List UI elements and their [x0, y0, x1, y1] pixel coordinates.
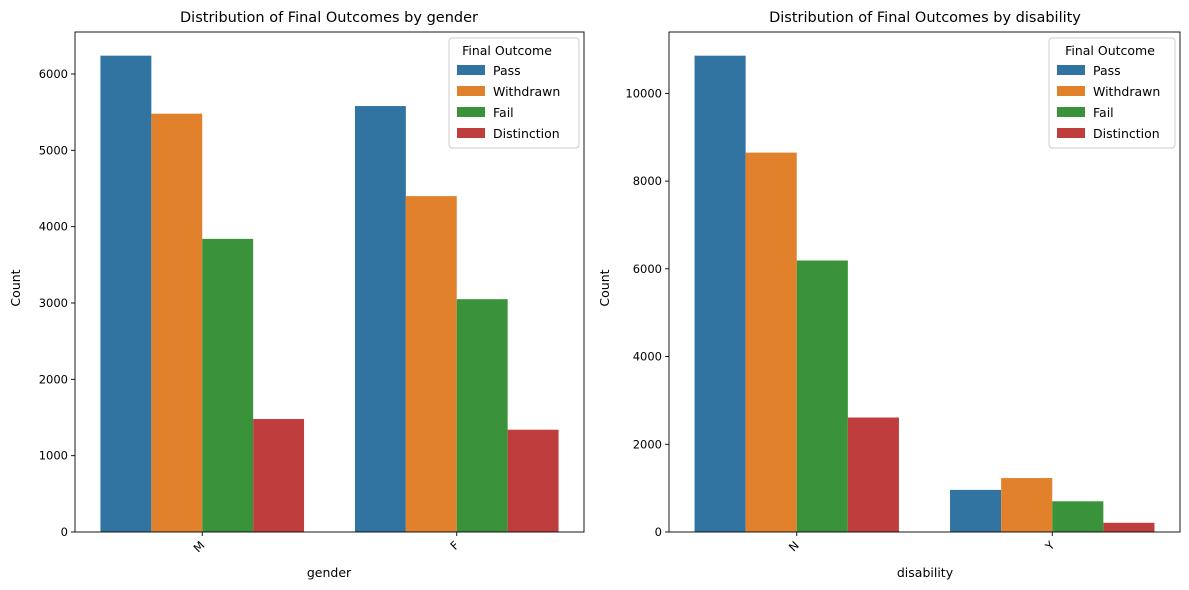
- bar-pass-y: [950, 489, 1002, 532]
- bar-pass-m: [100, 55, 152, 532]
- chart-disability: Distribution of Final Outcomes by disabi…: [597, 10, 1181, 580]
- bar-distinction-f: [507, 429, 559, 532]
- x-axis-label: disability: [897, 565, 954, 580]
- bar-withdrawn-m: [151, 113, 203, 533]
- legend-swatch-pass: [1057, 65, 1085, 75]
- bar-withdrawn-y: [1001, 478, 1053, 532]
- y-axis-label: Count: [597, 269, 612, 306]
- bar-pass-n: [694, 55, 746, 533]
- y-tick-label: 4000: [39, 220, 68, 234]
- plot-frame: [668, 31, 1181, 533]
- legend-swatch-distinction: [457, 128, 485, 138]
- bar-fail-y: [1052, 501, 1104, 532]
- legend-label-pass: Pass: [1093, 63, 1121, 78]
- bar-withdrawn-f: [405, 196, 457, 532]
- bar-distinction-m: [253, 419, 305, 532]
- y-tick-label: 1000: [39, 449, 68, 463]
- y-tick-label: 4000: [633, 350, 662, 364]
- y-tick-label: 0: [61, 525, 68, 539]
- legend-swatch-withdrawn: [1057, 86, 1085, 96]
- chart-title: Distribution of Final Outcomes by disabi…: [769, 10, 1081, 26]
- y-tick-label: 2000: [633, 437, 662, 451]
- bar-distinction-n: [847, 417, 899, 532]
- legend-label-distinction: Distinction: [493, 126, 560, 141]
- legend-label-fail: Fail: [1093, 105, 1114, 120]
- x-tick-label: F: [447, 538, 462, 553]
- legend-swatch-withdrawn: [457, 86, 485, 96]
- legend-title: Final Outcome: [462, 43, 552, 58]
- legend-swatch-pass: [457, 65, 485, 75]
- bar-fail-f: [456, 299, 508, 532]
- chart-title: Distribution of Final Outcomes by gender: [180, 10, 478, 26]
- legend-swatch-distinction: [1057, 128, 1085, 138]
- legend-label-fail: Fail: [493, 105, 514, 120]
- legend-label-pass: Pass: [493, 63, 521, 78]
- y-tick-label: 6000: [633, 262, 662, 276]
- legend-label-distinction: Distinction: [1093, 126, 1160, 141]
- legend-title: Final Outcome: [1065, 43, 1155, 58]
- y-tick-label: 5000: [39, 143, 68, 157]
- y-tick-label: 8000: [633, 174, 662, 188]
- x-axis-label: gender: [307, 565, 352, 580]
- bar-fail-n: [796, 260, 848, 532]
- x-tick-label: N: [786, 538, 802, 554]
- legend-label-withdrawn: Withdrawn: [1093, 84, 1160, 99]
- y-tick-label: 10000: [625, 86, 662, 100]
- bar-withdrawn-n: [745, 152, 797, 533]
- bar-distinction-y: [1103, 522, 1155, 532]
- legend-label-withdrawn: Withdrawn: [493, 84, 560, 99]
- x-tick-label: M: [190, 538, 207, 555]
- y-tick-label: 2000: [39, 372, 68, 386]
- y-tick-label: 6000: [39, 67, 68, 81]
- legend-swatch-fail: [1057, 107, 1085, 117]
- legend-swatch-fail: [457, 107, 485, 117]
- bar-fail-m: [202, 238, 254, 532]
- bar-pass-f: [354, 106, 406, 532]
- plot-frame: [74, 31, 585, 533]
- chart-gender: Distribution of Final Outcomes by gender…: [8, 10, 585, 580]
- x-tick-label: Y: [1042, 538, 1058, 554]
- y-axis-label: Count: [8, 269, 23, 306]
- y-tick-label: 3000: [39, 296, 68, 310]
- y-tick-label: 0: [655, 525, 662, 539]
